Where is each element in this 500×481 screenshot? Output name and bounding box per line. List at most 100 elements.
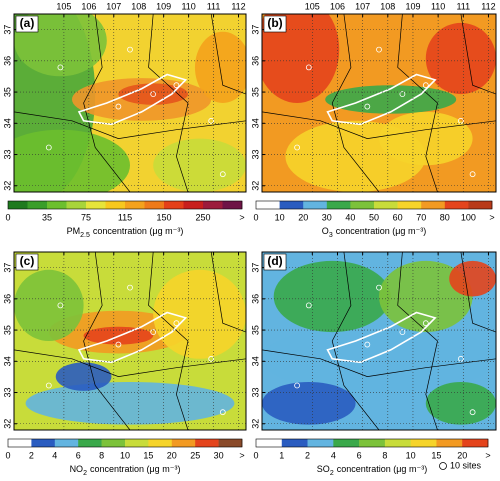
province-border bbox=[148, 14, 189, 192]
colorbar-tick-label: 15 bbox=[431, 450, 441, 460]
site-marker bbox=[469, 171, 476, 178]
lon-tick-label: 108 bbox=[380, 1, 395, 11]
colorbar-segment bbox=[31, 439, 56, 447]
colorbar-tick-label: 0 bbox=[5, 212, 10, 222]
colorbar-frame bbox=[7, 438, 243, 448]
colorbar-segment bbox=[203, 201, 223, 209]
site-marker bbox=[173, 320, 180, 327]
species: PM bbox=[67, 226, 81, 236]
colorbar-segment bbox=[125, 439, 149, 447]
colorbar-segment bbox=[54, 439, 79, 447]
province-border bbox=[14, 349, 246, 377]
colorbar-frame bbox=[7, 200, 243, 210]
colorbar-tick-label: > bbox=[489, 212, 494, 222]
site-marker bbox=[219, 171, 226, 178]
colorbar-tick-label: 70 bbox=[416, 212, 426, 222]
site-marker bbox=[422, 82, 429, 89]
province-border bbox=[397, 14, 438, 192]
species: NO bbox=[70, 464, 84, 474]
subscript: 3 bbox=[329, 232, 333, 239]
colorbar-segment bbox=[47, 201, 67, 209]
map-panel: 105 106 107 108 109 110 111 112 32 33 34 35 36 37 (a) 0… bbox=[2, 1, 247, 239]
site-marker bbox=[173, 82, 180, 89]
site-marker bbox=[376, 284, 382, 291]
map-field bbox=[262, 252, 496, 430]
colorbar-tick-label: 8 bbox=[99, 450, 104, 460]
basin-outline bbox=[77, 73, 188, 126]
colorbar-segment bbox=[148, 439, 173, 447]
colorbar-tick-label: 75 bbox=[81, 212, 91, 222]
site-marker bbox=[150, 329, 157, 336]
site-marker bbox=[294, 144, 301, 151]
colorbar-tick-label: 4 bbox=[52, 450, 57, 460]
colorbar-tick-label: 6 bbox=[357, 450, 362, 460]
colorbar-segment bbox=[144, 201, 165, 209]
site-marker bbox=[57, 64, 64, 71]
lon-tick-label: 105 bbox=[305, 1, 320, 11]
unit-text: concentration (μg m⁻³) bbox=[93, 226, 183, 236]
lat-tick-label: 36 bbox=[2, 294, 12, 304]
lat-tick-label: 35 bbox=[2, 87, 12, 97]
colorbar-segment bbox=[27, 201, 48, 209]
lat-tick-label: 34 bbox=[250, 356, 260, 366]
province-border bbox=[262, 111, 496, 139]
colorbar-segment bbox=[8, 201, 28, 209]
lon-tick-label: 107 bbox=[355, 1, 370, 11]
lat-tick-label: 35 bbox=[250, 325, 260, 335]
panel-label: (a) bbox=[20, 16, 35, 30]
colorbar-segment bbox=[66, 201, 87, 209]
site-marker bbox=[364, 341, 371, 348]
concentration-field bbox=[449, 260, 496, 297]
colorbar-segment bbox=[125, 201, 145, 209]
colorbar-segment bbox=[256, 439, 283, 447]
concentration-field bbox=[273, 260, 391, 333]
site-marker bbox=[57, 302, 64, 309]
colorbar-segment bbox=[359, 439, 386, 447]
panel-label: (d) bbox=[267, 254, 282, 268]
colorbar-segment bbox=[279, 201, 304, 209]
colorbar-segment bbox=[468, 201, 493, 209]
colorbar-frame bbox=[255, 438, 489, 448]
site-marker bbox=[364, 103, 371, 110]
concentration-field bbox=[25, 381, 235, 425]
colorbar-tick-label: 10 bbox=[275, 212, 285, 222]
site-marker bbox=[45, 144, 52, 151]
colorbar-segment bbox=[281, 439, 308, 447]
site-marker bbox=[294, 382, 301, 389]
colorbar-segment bbox=[86, 201, 106, 209]
lon-tick-label: 106 bbox=[81, 1, 96, 11]
province-border bbox=[210, 14, 246, 95]
site-marker bbox=[469, 409, 476, 416]
lat-tick-label: 35 bbox=[2, 325, 12, 335]
lat-tick-label: 32 bbox=[2, 419, 12, 429]
concentration-field bbox=[379, 111, 473, 166]
concentration-field bbox=[194, 31, 246, 103]
concentration-field bbox=[118, 83, 188, 105]
province-border bbox=[148, 252, 189, 430]
colorbar-segment bbox=[462, 439, 489, 447]
province-border bbox=[262, 349, 496, 377]
colorbar-tick-label: 25 bbox=[190, 450, 200, 460]
colorbar-tick-label: 30 bbox=[214, 450, 224, 460]
concentration-field bbox=[153, 138, 246, 192]
colorbar-frame bbox=[255, 200, 493, 210]
province-border bbox=[83, 14, 131, 192]
site-marker bbox=[305, 302, 312, 309]
site-marker bbox=[45, 382, 52, 389]
colorbar-segment bbox=[326, 201, 351, 209]
colorbar-segment bbox=[256, 201, 280, 209]
site-marker bbox=[208, 117, 215, 124]
colorbar-tick-label: 40 bbox=[345, 212, 355, 222]
subscript: 2.5 bbox=[80, 232, 90, 239]
colorbar-segment bbox=[397, 201, 422, 209]
species: O bbox=[322, 226, 329, 236]
concentration-field bbox=[425, 22, 496, 95]
lat-tick-label: 34 bbox=[2, 118, 12, 128]
colorbar-tick-label: 1 bbox=[279, 450, 284, 460]
label-box bbox=[15, 253, 39, 271]
colorbar-segment bbox=[374, 201, 398, 209]
map-frame bbox=[261, 251, 497, 431]
site-marker bbox=[115, 103, 122, 110]
